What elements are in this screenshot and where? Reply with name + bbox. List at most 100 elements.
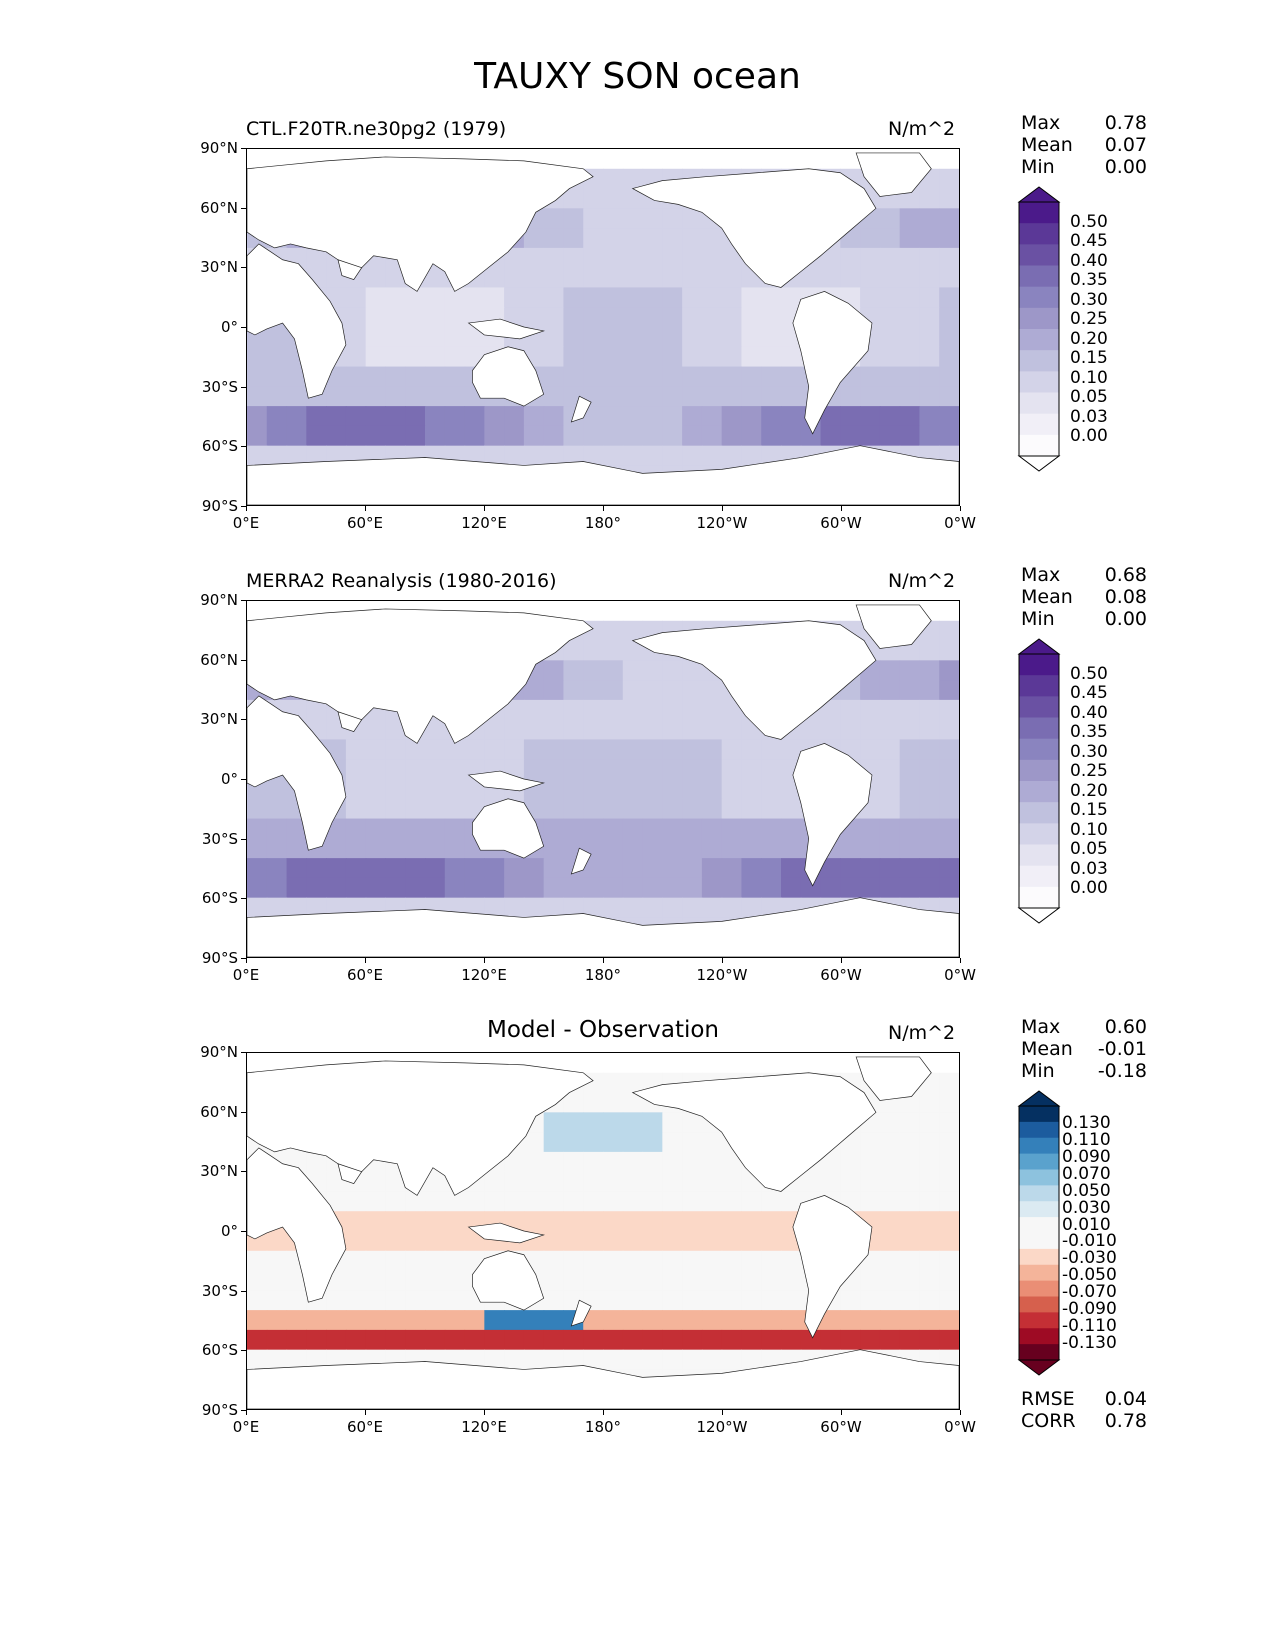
x-tick-label: 180°: [584, 966, 622, 984]
panel-3-metrics: RMSE 0.04 CORR 0.78: [1021, 1388, 1147, 1432]
field-cell: [781, 798, 802, 820]
field-cell: [543, 267, 565, 289]
field-cell: [603, 1132, 624, 1153]
field-cell: [603, 287, 624, 308]
field-cell: [345, 818, 367, 839]
field-cell: [919, 1270, 940, 1291]
y-tick-label: 0°: [220, 770, 238, 788]
field-cell: [781, 1250, 802, 1272]
x-tick-mark: [960, 506, 961, 511]
field-cell: [800, 601, 822, 622]
field-cell: [622, 327, 644, 348]
field-cell: [919, 406, 940, 427]
field-cell: [603, 699, 624, 721]
field-cell: [266, 1231, 288, 1252]
field-cell: [879, 798, 901, 820]
field-cell: [444, 798, 466, 820]
colorbar-segment: [1019, 886, 1059, 909]
y-tick-mark: [241, 1111, 246, 1113]
field-cell: [583, 1151, 604, 1173]
field-cell: [622, 366, 644, 387]
field-cell: [286, 1310, 307, 1331]
y-tick-label: 90°N: [200, 1043, 238, 1061]
field-cell: [365, 307, 387, 328]
field-cell: [583, 739, 604, 760]
field-cell: [721, 346, 743, 368]
field-cell: [899, 287, 921, 308]
field-cell: [583, 1310, 604, 1331]
field-cell: [642, 1310, 663, 1331]
field-cell: [721, 1349, 743, 1371]
field-cell: [781, 1191, 802, 1212]
field-cell: [919, 858, 940, 879]
field-cell: [523, 1211, 545, 1232]
field-cell: [642, 1132, 663, 1153]
field-cell: [820, 247, 841, 269]
field-cell: [701, 1310, 723, 1331]
field-cell: [662, 818, 683, 839]
field-cell: [563, 346, 584, 368]
coastline: [631, 168, 877, 288]
y-tick-mark: [241, 267, 246, 269]
field-cell: [365, 1329, 387, 1351]
field-cell: [741, 877, 762, 899]
field-cell: [247, 877, 268, 899]
metric-corr: CORR 0.78: [1021, 1410, 1147, 1432]
field-cell: [662, 327, 683, 348]
field-cell: [425, 739, 446, 760]
field-cell: [266, 877, 288, 899]
field-cell: [622, 445, 644, 467]
field-cell: [247, 818, 268, 839]
field-cell: [425, 877, 446, 899]
field-cell: [662, 1270, 683, 1291]
field-cell: [642, 739, 663, 760]
field-cell: [899, 228, 921, 249]
field-cell: [622, 798, 644, 820]
field-cell: [563, 897, 584, 919]
field-cell: [840, 601, 861, 622]
field-cell: [444, 1250, 466, 1272]
field-cell: [523, 425, 545, 447]
field-cell: [939, 287, 959, 308]
field-cell: [682, 1310, 703, 1331]
field-cell: [642, 719, 663, 741]
field-cell: [345, 1250, 367, 1272]
field-cell: [761, 327, 782, 348]
field-cell: [306, 1151, 327, 1173]
field-cell: [444, 858, 466, 879]
field-cell: [721, 1231, 743, 1252]
field-cell: [603, 1310, 624, 1331]
field-cell: [622, 858, 644, 879]
field-cell: [405, 1329, 426, 1351]
field-cell: [444, 779, 466, 800]
field-cell: [622, 719, 644, 741]
field-cell: [879, 267, 901, 289]
field-cell: [662, 247, 683, 269]
field-cell: [642, 877, 663, 899]
field-cell: [622, 425, 644, 447]
field-cell: [761, 1211, 782, 1232]
field-cell: [701, 818, 723, 839]
field-cell: [919, 228, 940, 249]
y-tick-label: 60°N: [200, 650, 238, 669]
field-cell: [741, 307, 762, 328]
colorbar-segment: [1019, 781, 1059, 803]
field-cell: [563, 719, 584, 741]
field-cell: [425, 287, 446, 308]
field-cell: [345, 1270, 367, 1291]
x-tick-mark: [722, 958, 723, 963]
field-cell: [939, 1310, 959, 1331]
field-cell: [879, 759, 901, 780]
field-cell: [603, 1250, 624, 1272]
field-cell: [761, 1191, 782, 1212]
field-cell: [425, 406, 446, 427]
field-cell: [879, 838, 901, 859]
field-cell: [741, 425, 762, 447]
field-cell: [484, 1310, 505, 1331]
field-cell: [662, 798, 683, 820]
colorbar-segment: [1019, 654, 1059, 676]
field-cell: [662, 228, 683, 249]
colorbar-tick-label: 0.15: [1070, 800, 1108, 821]
field-cell: [247, 346, 268, 368]
field-cell: [603, 660, 624, 681]
